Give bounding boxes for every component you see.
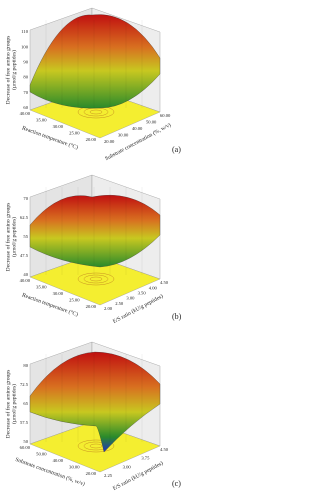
panel: Decrease of free amino groups (µmol/g pep… [4, 341, 181, 492]
z-tick-label: 57.5 [20, 420, 29, 425]
x-tick-label: 20.00 [86, 471, 97, 476]
x-axis-label: Reaction temperature (°C) [21, 124, 79, 151]
y-tick-label: 3.00 [123, 464, 132, 469]
y-tick-label: 3.75 [141, 456, 150, 461]
panel: Decrease of free amino groups (µmol/g pep… [4, 174, 182, 325]
surface [29, 351, 161, 453]
x-tick-label: 60.00 [20, 445, 31, 450]
z-tick-label: 90 [23, 59, 28, 64]
y-tick-label: 40.00 [132, 126, 143, 131]
x-tick-label: 40.00 [20, 278, 31, 283]
x-tick-label: 30.00 [53, 291, 64, 296]
x-tick-label: 25.00 [69, 298, 80, 303]
panel-label: (a) [172, 145, 181, 154]
z-tick-label: 80 [23, 363, 28, 368]
z-tick-label: 50 [23, 439, 28, 444]
y-tick-label: 3.00 [126, 296, 135, 301]
x-tick-label: 35.00 [36, 285, 47, 290]
contour [89, 443, 103, 449]
x-tick-label: 20.00 [86, 137, 97, 142]
x-tick-label: 30.00 [69, 465, 80, 470]
floor [29, 421, 161, 473]
z-axis-label: Decrease of free amino groups [4, 203, 11, 272]
z-axis-label: (µmol/g peptides) [10, 217, 17, 257]
z-tick-label: 110 [21, 29, 28, 34]
z-tick-label: 60 [23, 105, 28, 110]
z-tick-label: 70 [23, 196, 28, 201]
z-tick-label: 40 [23, 272, 28, 277]
x-tick-label: 50.00 [36, 452, 47, 457]
figure: Decrease of free amino groups (µmol/g pep… [4, 7, 182, 492]
contour [83, 274, 109, 284]
y-tick-label: 2.25 [104, 473, 113, 478]
y-tick-label: 50.00 [146, 120, 157, 125]
panel-label: (c) [172, 479, 181, 488]
z-tick-label: 47.5 [20, 253, 29, 258]
y-tick-label: 60.00 [160, 113, 171, 118]
z-tick-label: 72.5 [20, 382, 29, 387]
z-tick-label: 62.5 [20, 215, 29, 220]
y-tick-label: 4.50 [160, 280, 169, 285]
x-tick-label: 30.00 [53, 124, 64, 129]
y-tick-label: 2.50 [115, 301, 124, 306]
y-tick-label: 2.00 [104, 306, 113, 311]
z-tick-label: 65 [23, 401, 28, 406]
contour [89, 109, 103, 115]
y-tick-label: 20.00 [104, 139, 115, 144]
y-axis-label: E/S ratio (kU/g peptides) [111, 292, 164, 325]
x-tick-label: 40.00 [20, 111, 31, 116]
x-tick-label: 35.00 [36, 118, 47, 123]
y-tick-label: 4.50 [160, 447, 169, 452]
z-tick-label: 100 [21, 44, 29, 49]
z-tick-label: 55 [23, 234, 28, 239]
y-tick-label: 30.00 [118, 133, 129, 138]
y-axis-label: E/S ratio (kU/g peptides) [111, 459, 164, 492]
z-axis-label: (µmol/g peptides) [10, 50, 17, 90]
contour [77, 439, 115, 453]
panel-label: (b) [172, 312, 182, 321]
z-tick-label: 70 [23, 90, 28, 95]
x-tick-label: 40.00 [53, 458, 64, 463]
x-tick-label: 25.00 [69, 131, 80, 136]
page: {"panels": [ {"z_label": ["Decrease of f… [4, 7, 182, 493]
x-axis-label: Reaction temperature (°C) [21, 291, 79, 318]
x-tick-label: 20.00 [86, 304, 97, 309]
surface [29, 14, 161, 109]
surface [29, 194, 161, 268]
z-tick-label: 80 [23, 75, 28, 80]
z-axis-label: Decrease of free amino groups [4, 370, 11, 439]
y-tick-label: 4.00 [149, 285, 158, 290]
contour [77, 272, 115, 286]
y-tick-label: 3.50 [138, 290, 147, 295]
contour [89, 276, 103, 282]
z-axis-label: (µmol/g peptides) [10, 384, 17, 424]
panel: Decrease of free amino groups (µmol/g pep… [4, 7, 181, 162]
z-axis-label: Decrease of free amino groups [4, 36, 11, 105]
